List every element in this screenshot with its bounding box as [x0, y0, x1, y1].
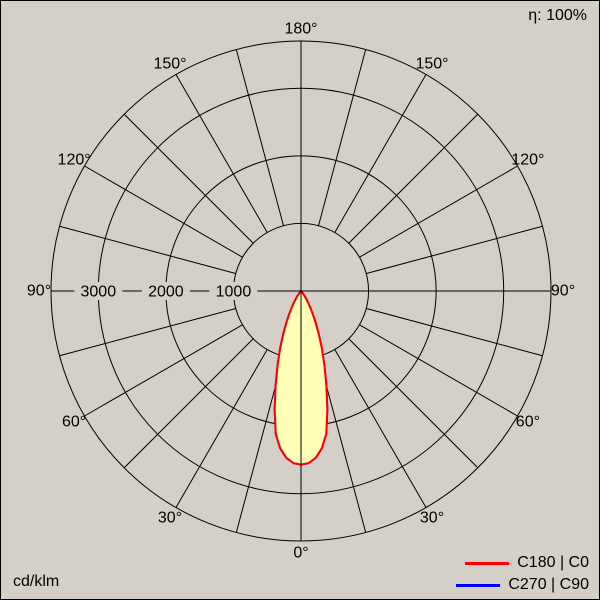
grid-spoke-255 [59, 225, 236, 274]
grid-spoke-135 [348, 113, 479, 244]
grid-spoke-120 [359, 165, 518, 258]
angle-label-30-right: 30° [420, 509, 444, 526]
angle-label-60-left: 60° [62, 414, 86, 431]
legend: C180 | C0 C270 | C90 [456, 554, 589, 594]
legend-label-c270-c90: C270 | C90 [508, 576, 589, 593]
legend-line-c270-c90 [456, 583, 501, 587]
angle-label-60-right: 60° [516, 414, 540, 431]
grid-spoke-210 [175, 74, 268, 233]
grid-spoke-165 [318, 49, 367, 226]
legend-item: C180 | C0 [456, 554, 589, 572]
grid-spoke-150 [334, 74, 427, 233]
angle-label-90-right: 90° [551, 283, 575, 300]
grid-spoke-75 [366, 308, 543, 357]
grid-spoke-105 [366, 225, 543, 274]
radial-tick-label-2000: 2000 [148, 284, 184, 301]
radial-tick-label-bg-3000 [74, 282, 123, 300]
legend-item: C270 | C90 [456, 576, 589, 594]
angle-label-120-right: 120° [511, 152, 544, 169]
grid-spoke-285 [59, 308, 236, 357]
radial-tick-label-bg-2000 [141, 282, 190, 300]
angle-label-180: 180° [284, 21, 317, 38]
grid-spoke-315 [123, 338, 254, 469]
radial-tick-label-bg-1000 [209, 282, 258, 300]
unit-label: cd/klm [13, 573, 60, 590]
angle-label-30-left: 30° [158, 509, 182, 526]
legend-line-c180-c0 [465, 561, 510, 565]
angle-label-150-left: 150° [153, 56, 186, 73]
grid-spoke-60 [359, 324, 518, 417]
angle-label-150-right: 150° [415, 56, 448, 73]
grid-spoke-30 [334, 349, 427, 508]
grid-spoke-195 [235, 49, 284, 226]
grid-spoke-225 [123, 113, 254, 244]
angle-label-90-left: 90° [27, 283, 51, 300]
angle-label-0: 0° [293, 545, 308, 562]
radial-tick-label-3000: 3000 [81, 284, 117, 301]
efficiency-label: η: 100% [528, 7, 587, 24]
grid-spoke-300 [84, 324, 243, 417]
angle-label-120-left: 120° [58, 152, 91, 169]
legend-label-c180-c0: C180 | C0 [517, 554, 589, 571]
grid-spoke-45 [348, 338, 479, 469]
grid-spoke-240 [84, 165, 243, 258]
grid-spoke-330 [175, 349, 268, 508]
radial-tick-label-1000: 1000 [216, 284, 252, 301]
